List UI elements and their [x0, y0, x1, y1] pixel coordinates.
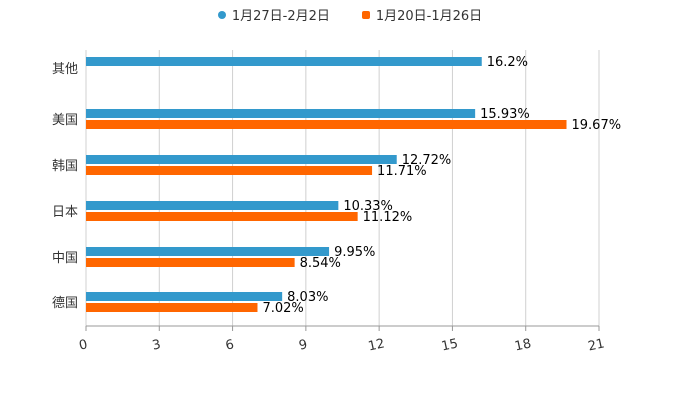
y-category-label: 德国	[52, 296, 78, 311]
data-label: 9.95%	[334, 245, 375, 260]
legend: 1月27日-2月2日 1月20日-1月26日	[0, 5, 700, 24]
square-marker-icon	[361, 10, 370, 19]
bar	[86, 120, 567, 129]
data-label: 12.72%	[402, 153, 452, 168]
x-tick-label: 15	[440, 336, 459, 354]
bar	[86, 247, 330, 256]
legend-label: 1月27日-2月2日	[231, 9, 330, 24]
data-label: 11.71%	[377, 164, 427, 179]
y-category-label: 日本	[52, 205, 78, 220]
data-label: 15.93%	[480, 107, 530, 122]
bar	[86, 258, 295, 267]
y-category-label: 其他	[52, 62, 78, 77]
x-tick-label: 0	[78, 337, 89, 353]
bar	[86, 166, 373, 175]
x-tick-label: 6	[224, 337, 235, 353]
data-label: 19.67%	[572, 118, 622, 133]
data-label: 8.54%	[300, 256, 341, 271]
data-label: 16.2%	[487, 55, 528, 70]
data-label: 7.02%	[262, 301, 303, 316]
x-tick-label: 12	[367, 336, 386, 354]
bar	[86, 201, 339, 210]
x-tick-label: 3	[151, 337, 162, 353]
bar	[86, 303, 258, 312]
bar	[86, 155, 397, 164]
legend-label: 1月20日-1月26日	[375, 9, 483, 24]
y-category-label: 中国	[52, 251, 78, 266]
bar	[86, 109, 476, 118]
x-tick-label: 9	[298, 337, 309, 353]
y-category-label: 美国	[52, 113, 78, 128]
data-label: 11.12%	[363, 210, 413, 225]
y-category-label: 韩国	[52, 159, 78, 174]
x-tick-label: 18	[513, 336, 532, 354]
circle-marker-icon	[217, 10, 226, 19]
data-label: 10.33%	[343, 199, 393, 214]
data-label: 8.03%	[287, 290, 328, 305]
bar	[86, 212, 358, 221]
x-tick-label: 21	[587, 336, 606, 354]
legend-item-series-2[interactable]: 1月20日-1月26日	[361, 5, 483, 24]
legend-item-series-1[interactable]: 1月27日-2月2日	[217, 5, 330, 24]
bar	[86, 57, 482, 66]
bar	[86, 292, 283, 301]
